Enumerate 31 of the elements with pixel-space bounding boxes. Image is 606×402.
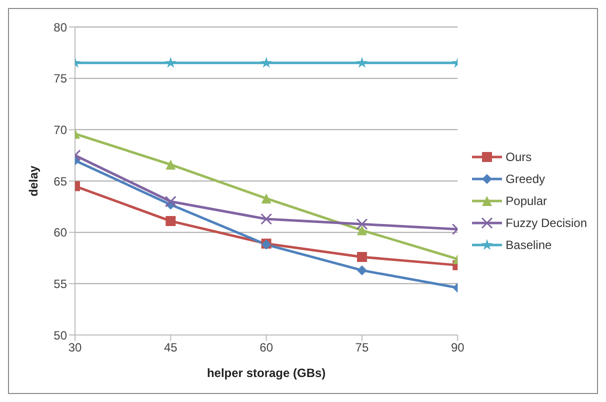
point: [260, 213, 272, 225]
y-tick-label: 55: [54, 276, 68, 291]
y-tick-label: 50: [54, 328, 68, 342]
legend-label: Greedy: [506, 172, 545, 186]
x-tick-label: 30: [68, 340, 82, 355]
legend-label: Baseline: [506, 238, 552, 252]
point: [164, 56, 176, 68]
point: [164, 196, 176, 208]
y-tick-label: 70: [54, 122, 68, 137]
point: [166, 160, 176, 170]
x-axis-title: helper storage (GBs): [206, 366, 326, 380]
point: [356, 56, 368, 68]
point: [356, 218, 368, 230]
x-tick-label: 90: [450, 340, 465, 355]
y-tick-label: 80: [54, 20, 68, 34]
point: [261, 193, 272, 204]
point: [166, 216, 176, 226]
legend-label: Popular: [506, 194, 548, 208]
legend-label: Ours: [506, 150, 532, 164]
point: [260, 56, 272, 68]
point: [356, 252, 367, 262]
point: [356, 225, 367, 236]
x-tick-label: 45: [164, 340, 178, 355]
legend-label: Fuzzy Decision: [506, 216, 587, 230]
x-tick-label: 75: [355, 340, 369, 355]
x-tick-label: 60: [260, 340, 274, 355]
y-axis-title: delay: [26, 165, 40, 196]
point: [356, 265, 367, 276]
y-tick-label: 60: [54, 226, 68, 240]
y-tick-label: 75: [54, 72, 68, 86]
y-tick-label: 65: [54, 174, 68, 188]
